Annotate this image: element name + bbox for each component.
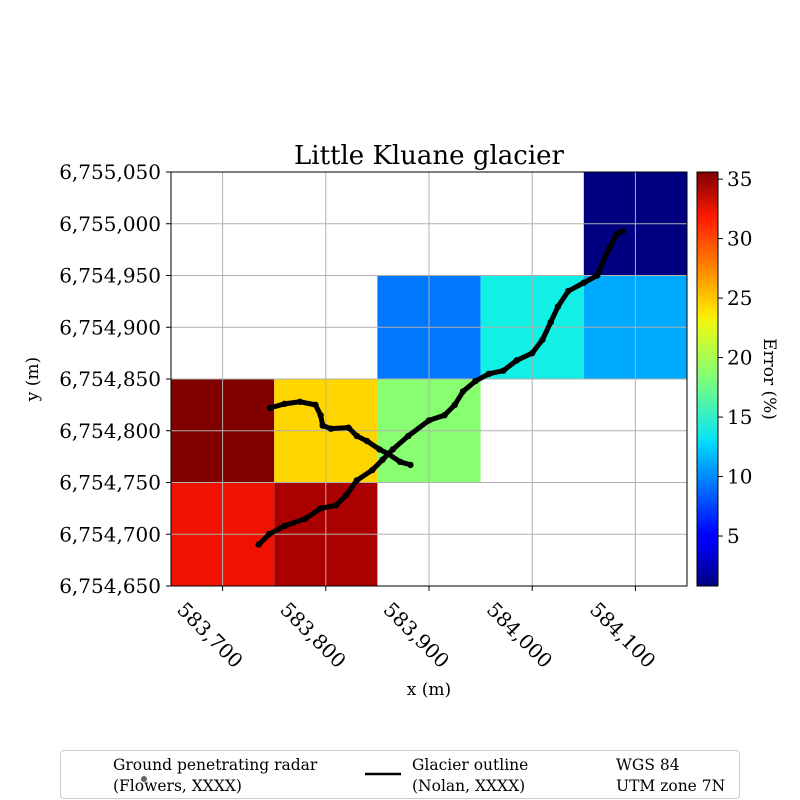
radar-point-0-21 (539, 336, 546, 343)
y-tick-label-8: 6,755,050 (59, 160, 161, 184)
y-axis-label: y (m) (23, 357, 43, 402)
radar-point-0-9 (379, 456, 386, 463)
radar-point-0-14 (451, 401, 458, 409)
x-axis-label: x (m) (407, 680, 451, 700)
radar-point-0-25 (580, 279, 587, 286)
colorbar-ticks: 5 10 15 20 25 30 35 (718, 167, 752, 548)
x-tick-label-3: 584,000 (482, 597, 557, 672)
radar-point-0-15 (459, 388, 467, 395)
radar-point-1-10 (376, 446, 383, 453)
radar-point-0-10 (389, 446, 397, 453)
crs-datum: WGS 84 (616, 756, 680, 774)
y-axis: 6,754,650 6,754,700 6,754,750 6,754,800 6,75… (59, 160, 171, 598)
y-tick-label-2: 6,754,750 (59, 471, 161, 495)
radar-point-1-5 (319, 422, 326, 429)
y-tick-label-1: 6,754,700 (59, 522, 161, 546)
radar-point-0-1 (265, 531, 273, 538)
radar-point-1-11 (384, 450, 391, 457)
chart-figure: 583,700 583,800 583,900 584,000 584,100 6,75… (23, 141, 779, 700)
chart-title: Little Kluane glacier (294, 141, 565, 171)
radar-point-1-2 (296, 398, 304, 405)
radar-point-0-30 (619, 227, 627, 235)
radar-point-0-19 (513, 357, 520, 364)
radar-point-0-29 (613, 230, 621, 238)
radar-point-0-24 (565, 287, 572, 295)
radar-point-0-4 (317, 505, 324, 512)
colorbar-label: Error (%) (759, 338, 779, 420)
legend-label-outline: Glacier outline (412, 756, 529, 774)
y-tick-label-5: 6,754,900 (59, 315, 161, 339)
legend: Ground penetrating radar (Flowers, XXXX)… (60, 750, 740, 799)
radar-point-1-7 (345, 424, 352, 431)
cbar-tick-label-4: 25 (727, 286, 752, 310)
radar-point-1-1 (281, 400, 288, 408)
radar-point-1-0 (266, 404, 274, 412)
radar-point-0-28 (606, 244, 613, 251)
radar-point-0-0 (255, 541, 262, 548)
radar-track (255, 227, 627, 548)
cbar-tick-label-1: 10 (727, 465, 752, 489)
radar-point-0-11 (405, 432, 412, 440)
radar-point-1-6 (327, 425, 335, 432)
legend-item-outline: Glacier outline (Nolan, XXXX) (412, 755, 528, 797)
radar-point-0-20 (529, 349, 536, 357)
radar-point-0-23 (554, 303, 562, 310)
crs-zone: UTM zone 7N (616, 777, 726, 795)
legend-dot-marker (141, 776, 147, 782)
radar-point-1-4 (317, 412, 324, 419)
radar-point-1-3 (312, 401, 319, 409)
y-tick-label-3: 6,754,800 (59, 419, 161, 443)
radar-point-0-8 (369, 466, 376, 474)
cbar-tick-label-0: 5 (727, 524, 740, 548)
y-tick-label-0: 6,754,650 (59, 574, 161, 598)
radar-point-1-13 (407, 461, 414, 469)
radar-point-0-16 (472, 377, 479, 385)
y-tick-label-7: 6,755,000 (59, 212, 161, 236)
x-tick-label-0: 583,700 (172, 597, 247, 672)
radar-point-0-7 (353, 477, 360, 484)
x-tick-label-4: 584,100 (585, 597, 660, 672)
legend-crs-note: WGS 84 UTM zone 7N (616, 755, 725, 797)
radar-point-0-18 (500, 367, 507, 374)
radar-point-1-8 (353, 432, 360, 440)
radar-point-0-27 (599, 259, 606, 267)
legend-sub-outline: (Nolan, XXXX) (412, 777, 526, 795)
x-tick-label-1: 583,800 (276, 597, 351, 672)
radar-point-1-9 (363, 437, 371, 445)
radar-point-0-13 (441, 412, 448, 419)
x-tick-label-2: 583,900 (379, 597, 454, 672)
radar-point-0-26 (594, 272, 601, 279)
legend-sub-radar: (Flowers, XXXX) (113, 777, 242, 795)
radar-point-1-12 (396, 458, 404, 465)
y-tick-label-6: 6,754,950 (59, 264, 161, 288)
radar-point-0-17 (485, 370, 493, 378)
legend-label-radar: Ground penetrating radar (113, 756, 318, 774)
cbar-tick-label-2: 15 (727, 405, 752, 429)
radar-point-0-12 (425, 417, 433, 424)
colorbar (696, 171, 719, 587)
radar-point-0-5 (332, 502, 340, 509)
x-axis: 583,700 583,800 583,900 584,000 584,100 (172, 586, 661, 673)
cbar-tick-label-3: 20 (727, 346, 752, 370)
radar-point-0-2 (281, 522, 288, 530)
cbar-tick-label-5: 30 (727, 227, 752, 251)
legend-item-radar: Ground penetrating radar (Flowers, XXXX) (113, 755, 317, 797)
radar-point-0-6 (343, 491, 350, 499)
y-tick-label-4: 6,754,850 (59, 367, 161, 391)
radar-point-0-3 (301, 515, 309, 522)
cbar-tick-label-6: 35 (727, 167, 752, 191)
legend-line-marker (365, 772, 401, 776)
radar-point-0-22 (547, 318, 554, 326)
